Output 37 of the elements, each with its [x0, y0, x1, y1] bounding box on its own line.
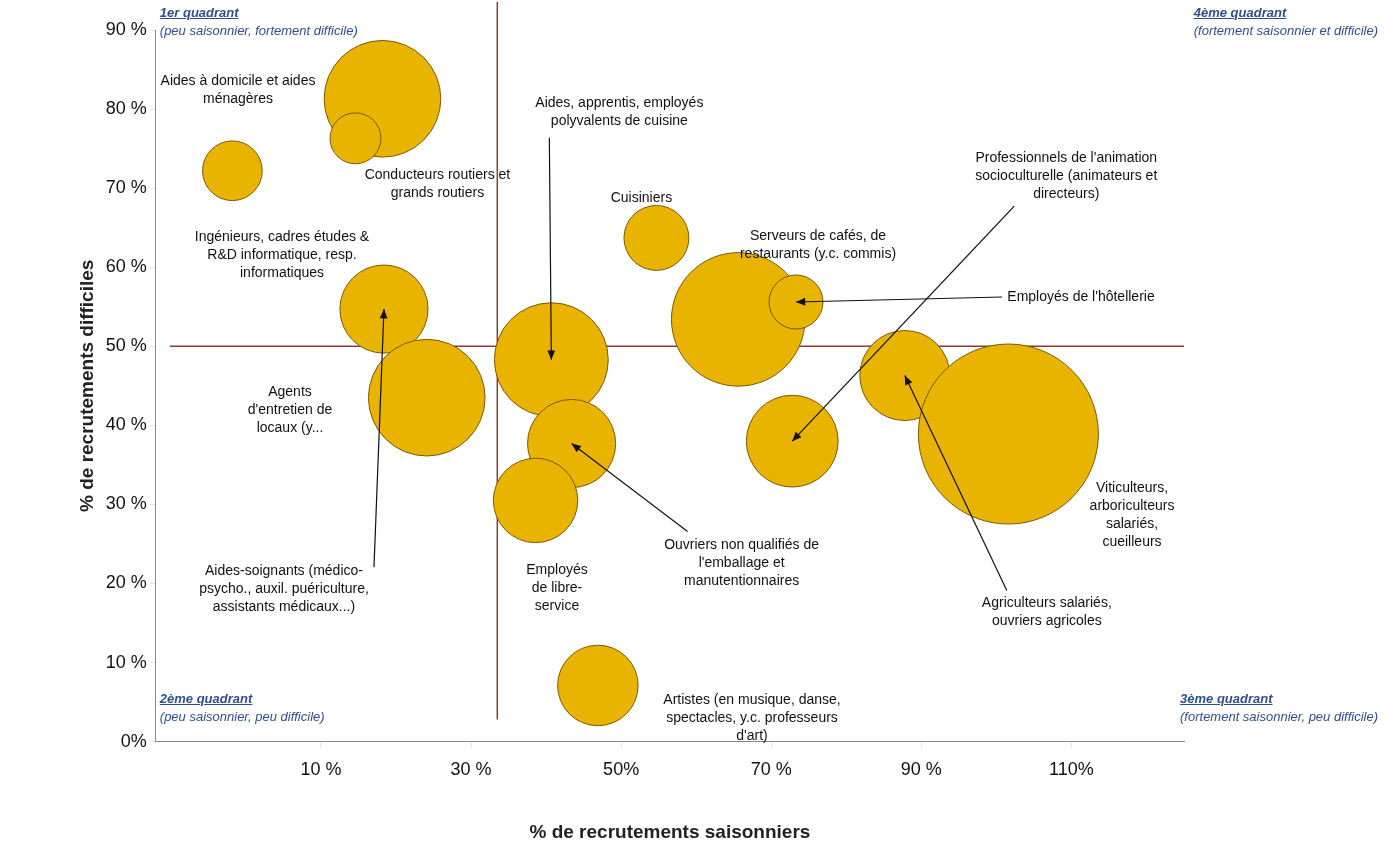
annotation: 1er quadrant (peu saisonnier, fortement difficile): [159, 4, 358, 40]
y-tick-label: 40 %: [105, 414, 147, 435]
annotation: 2ème quadrant (peu saisonnier, peu difficile): [159, 689, 325, 726]
y-tick-label: 90 %: [105, 18, 147, 39]
y-tick-label: 30 %: [105, 493, 147, 514]
x-axis-title: % de recrutements saisonniers: [529, 820, 811, 842]
x-tick-label: 90 %: [900, 759, 942, 780]
annotation: Artistes (en musique, danse, spectacles, y.c. professeurs d'art): [663, 690, 841, 743]
y-axis-title: % de recrutements difficiles: [75, 259, 97, 512]
annotation: Aides, apprentis, employés polyvalents de cuisine: [535, 93, 704, 128]
x-tick-label: 10 %: [300, 759, 342, 780]
x-tick-label: 70 %: [750, 759, 792, 780]
x-tick-label: 50%: [603, 759, 640, 780]
annotation: Ingénieurs, cadres études & R&D informatique, resp. informatiques: [194, 227, 370, 280]
annotation: Viticulteurs, arboriculteurs salariés, cueilleurs: [1089, 478, 1175, 549]
annotation: Ouvriers non qualifiés de l'emballage et manutentionnaires: [664, 536, 820, 589]
annotation: Agents d'entretien de locaux (y...: [247, 382, 333, 435]
y-tick-label: 0%: [120, 730, 147, 751]
annotation: Aides à domicile et aides ménagères: [160, 71, 316, 106]
y-tick-label: 10 %: [105, 651, 147, 672]
x-tick-label: 110%: [1049, 759, 1094, 780]
y-tick-label: 60 %: [105, 256, 147, 277]
annotation: Professionnels de l'animation socioculturelle (animateurs et directeurs): [975, 149, 1158, 202]
annotation: Conducteurs routiers et grands routiers: [364, 166, 511, 201]
annotation: 3ème quadrant (fortement saisonnier, peu difficile): [1180, 689, 1378, 726]
y-tick-label: 50 %: [105, 335, 147, 356]
y-tick-label: 70 %: [105, 177, 147, 198]
annotation: Employés de l'hôtellerie: [1007, 287, 1155, 304]
y-tick-label: 20 %: [105, 572, 147, 593]
y-tick-label: 80 %: [105, 98, 147, 119]
x-tick-label: 30 %: [450, 759, 492, 780]
annotation: Agriculteurs salariés, ouvriers agricoles: [981, 594, 1112, 629]
annotation: Employés de libre- service: [526, 560, 588, 613]
text: 4ème quadrant (fortement saisonnier et difficile): [1193, 4, 1378, 40]
annotation: Serveurs de cafés, de restaurants (y.c. commis): [739, 226, 897, 261]
annotation: Aides-soignants (médico- psycho., auxil. puériculture, assistants médicaux...): [199, 561, 369, 614]
annotation: Cuisiniers: [610, 188, 673, 205]
